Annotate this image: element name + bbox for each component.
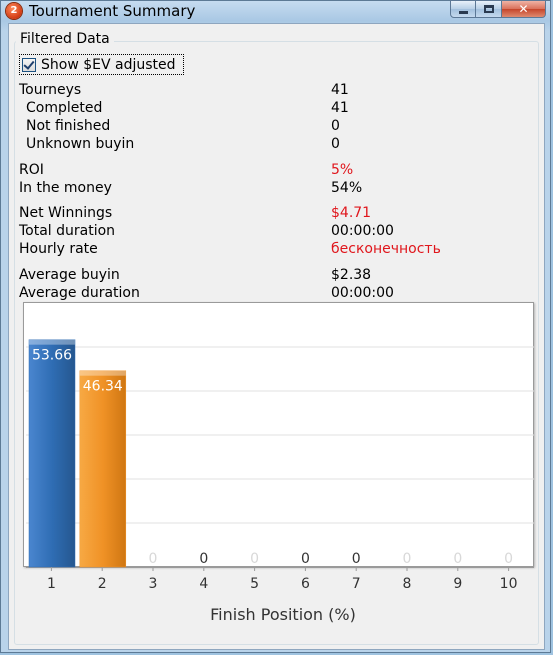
x-tick-label-10: 10 xyxy=(500,576,518,592)
filtered-data-title: Filtered Data xyxy=(16,30,114,48)
stat-label-tourneys: Tourneys xyxy=(19,82,82,98)
minimize-icon xyxy=(458,10,468,14)
x-tick-label-8: 8 xyxy=(403,576,412,592)
stat-value-unknown-buyin: 0 xyxy=(331,136,340,152)
show-sev-checkbox-row[interactable]: Show $EV adjusted xyxy=(19,54,184,75)
title-bar[interactable]: 2 Tournament Summary ✕ xyxy=(1,0,550,21)
stat-value-in-the-money: 54% xyxy=(331,180,363,196)
data-label-position-7: 0 xyxy=(352,551,361,567)
maximize-icon xyxy=(483,5,494,13)
data-label-position-6: 0 xyxy=(301,551,310,567)
x-tick-label-3: 3 xyxy=(149,576,158,592)
stat-value-completed: 41 xyxy=(331,100,349,116)
finish-position-chart-svg: 53.66 1 46.34 2 0 3 0 4 0 5 0 6 0 7 0 8 0 9 0 10 Finish Posi… xyxy=(26,339,534,624)
x-axis-title: Finish Position (%) xyxy=(210,605,356,624)
data-label-position-4: 0 xyxy=(199,551,208,567)
close-button[interactable]: ✕ xyxy=(502,0,546,18)
data-label-position-8: 0 xyxy=(403,551,412,567)
x-tick-label-1: 1 xyxy=(47,576,56,592)
stat-label-completed: Completed xyxy=(26,100,103,116)
stat-value-tourneys: 41 xyxy=(331,82,349,98)
stat-label-roi: ROI xyxy=(19,162,44,178)
stat-label-net-winnings: Net Winnings xyxy=(19,205,113,221)
bar-cap-position-2 xyxy=(79,370,126,376)
stat-value-net-winnings: $4.71 xyxy=(331,205,372,221)
stat-label-average-duration: Average duration xyxy=(19,285,140,301)
data-label-position-3: 0 xyxy=(149,551,158,567)
maximize-button[interactable] xyxy=(476,0,502,18)
stat-label-total-duration: Total duration xyxy=(19,223,116,239)
minimize-button[interactable] xyxy=(450,0,476,18)
show-sev-label[interactable]: Show $EV adjusted xyxy=(41,56,176,73)
data-label-position-1: 53.66 xyxy=(32,348,72,364)
show-sev-checkbox[interactable] xyxy=(22,57,36,72)
stat-value-average-duration: 00:00:00 xyxy=(331,285,394,301)
bar-cap-position-1 xyxy=(29,339,75,345)
close-icon: ✕ xyxy=(518,2,529,16)
bar-position-2 xyxy=(79,370,127,568)
stat-label-hourly-rate: Hourly rate xyxy=(19,241,98,257)
stat-value-average-buyin: $2.38 xyxy=(331,267,372,283)
client-area: Filtered Data Show $EV adjusted Tourneys… xyxy=(8,23,545,650)
window-title: Tournament Summary xyxy=(29,2,196,20)
window-controls: ✕ xyxy=(450,0,546,18)
stat-label-in-the-money: In the money xyxy=(19,180,112,196)
data-label-position-10: 0 xyxy=(504,551,513,567)
data-label-position-9: 0 xyxy=(453,551,462,567)
x-tick-label-7: 7 xyxy=(352,576,361,592)
stat-label-average-buyin: Average buyin xyxy=(19,267,120,283)
bar-position-1 xyxy=(28,339,76,568)
x-tick-label-9: 9 xyxy=(453,576,462,592)
x-tick-label-5: 5 xyxy=(250,576,259,592)
stat-value-not-finished: 0 xyxy=(331,118,340,134)
stat-value-hourly-rate: бесконечность xyxy=(331,241,441,257)
data-label-position-5: 0 xyxy=(250,551,259,567)
stat-value-total-duration: 00:00:00 xyxy=(331,223,394,239)
stat-value-roi: 5% xyxy=(331,162,354,178)
data-label-position-2: 46.34 xyxy=(83,379,123,395)
app-logo-icon: 2 xyxy=(6,3,22,19)
stat-label-not-finished: Not finished xyxy=(26,118,111,134)
x-tick-label-6: 6 xyxy=(301,576,310,592)
x-tick-label-2: 2 xyxy=(98,576,107,592)
filtered-data-group xyxy=(14,41,539,645)
x-tick-label-4: 4 xyxy=(199,576,208,592)
stat-label-unknown-buyin: Unknown buyin xyxy=(26,136,135,152)
